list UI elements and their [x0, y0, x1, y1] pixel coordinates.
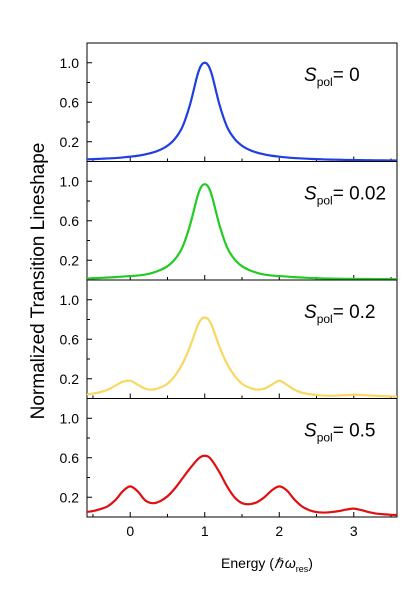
y-tick-label: 1.0: [60, 292, 80, 308]
y-tick-label: 0.6: [60, 450, 80, 466]
panel-label-symbol: S: [304, 302, 317, 323]
panel-label-symbol: S: [304, 421, 317, 442]
y-tick-label: 0.6: [60, 331, 80, 347]
y-tick-label: 0.2: [60, 134, 80, 150]
panel-label: Spol= 0.2: [304, 302, 376, 326]
panel-label-value: = 0.02: [333, 184, 386, 205]
panel-frame: [86, 161, 398, 281]
x-axis-title-omega: ω: [285, 555, 296, 571]
x-tick-label: 1: [201, 523, 209, 539]
y-tick-label: 0.6: [60, 213, 80, 229]
panel-label-sub: pol: [317, 312, 333, 326]
panel-frame: [86, 42, 398, 162]
panel-frame: [86, 398, 398, 518]
panel-label: Spol= 0.02: [304, 184, 386, 208]
series-line: [87, 454, 397, 517]
x-tick-label: 2: [275, 523, 283, 539]
y-tick-label: 1.0: [60, 173, 80, 189]
series-line: [87, 183, 397, 280]
series-line: [87, 316, 397, 398]
y-tick-label: 0.2: [60, 489, 80, 505]
panel-4: 0.2 0.6 1.0 Spol= 0.5: [60, 398, 398, 518]
y-tick-label: 0.2: [60, 252, 80, 268]
panel-label-symbol: S: [304, 184, 317, 205]
panel-label-sub: pol: [317, 431, 333, 445]
panel-label-value: = 0.2: [333, 302, 376, 323]
panel-label-symbol: S: [304, 65, 317, 86]
x-tick-label: 0: [126, 523, 134, 539]
y-tick-label: 0.6: [60, 94, 80, 110]
panel-label-value: = 0: [333, 65, 360, 86]
panel-label: Spol= 0: [304, 65, 360, 89]
panel-label: Spol= 0.5: [304, 421, 376, 445]
y-tick-label: 1.0: [60, 410, 80, 426]
panel-3: 0.2 0.6 1.0 Spol= 0.2: [60, 279, 398, 399]
series-line: [87, 61, 397, 162]
panel-1: 0.2 0.6 1.0 Spol= 0: [60, 42, 398, 162]
x-axis-title-sub: res: [296, 564, 309, 574]
panel-2: 0.2 0.6 1.0 Spol= 0.02: [60, 161, 398, 281]
y-tick-label: 1.0: [60, 55, 80, 71]
x-axis-title-close: ): [308, 555, 313, 571]
y-axis-title: Normalized Transition Lineshape: [28, 143, 49, 420]
x-tick-label: 3: [350, 523, 358, 539]
panel-label-value: = 0.5: [333, 421, 376, 442]
panel-frame: [86, 279, 398, 399]
x-axis-title-hbar: ℏ: [274, 555, 284, 571]
x-axis-title: Energy (ℏ ωres): [221, 555, 313, 574]
x-axis-title-main: Energy (: [221, 555, 274, 571]
panel-label-sub: pol: [317, 194, 333, 208]
panel-label-sub: pol: [317, 75, 333, 89]
y-tick-label: 0.2: [60, 371, 80, 387]
